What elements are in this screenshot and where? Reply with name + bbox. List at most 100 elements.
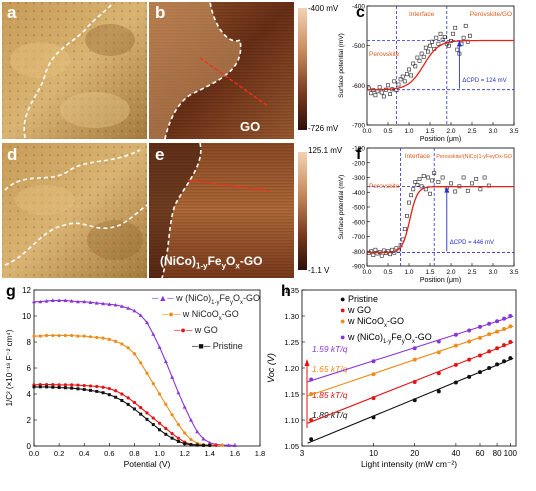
- legend-h-item-3: ● w NiCoOx-GO: [340, 316, 404, 329]
- line-profile-e: [187, 179, 271, 192]
- data-point: [467, 328, 472, 333]
- x-axis-label: Light intensity (mW cm⁻²): [361, 459, 457, 469]
- y-tick-label: 1.10: [284, 416, 299, 425]
- x-tick-label: 0.5: [383, 128, 392, 135]
- data-point: [428, 43, 432, 48]
- data-point: [132, 352, 137, 356]
- data-point: [176, 439, 180, 443]
- data-point: [32, 299, 36, 304]
- data-point: [63, 386, 67, 390]
- data-point: [402, 79, 407, 84]
- data-point: [477, 370, 482, 375]
- data-point: [371, 372, 376, 377]
- data-point: [69, 299, 74, 303]
- data-point: [432, 171, 437, 175]
- data-point: [440, 175, 445, 180]
- x-tick-label: 1.5: [425, 269, 434, 276]
- data-point: [470, 181, 474, 186]
- data-point: [88, 335, 93, 339]
- data-point: [428, 191, 432, 196]
- data-point: [76, 334, 80, 338]
- data-point: [495, 346, 500, 351]
- data-point: [508, 356, 513, 361]
- data-point: [226, 443, 231, 447]
- data-point: [63, 298, 68, 302]
- y-tick-label: 12: [22, 286, 31, 295]
- x-tick-label: 100: [504, 449, 518, 458]
- data-point: [208, 443, 212, 447]
- data-point: [82, 383, 86, 388]
- data-point: [407, 200, 411, 205]
- data-point: [415, 182, 420, 187]
- data-point: [89, 388, 92, 392]
- data-point: [101, 385, 105, 389]
- data-point: [95, 335, 99, 340]
- data-point: [182, 405, 187, 409]
- data-point: [145, 417, 149, 421]
- data-point: [495, 319, 500, 324]
- data-point: [232, 443, 237, 447]
- y-tick-label: -700: [352, 234, 365, 241]
- data-point: [419, 51, 424, 56]
- data-point: [373, 247, 378, 252]
- x-tick-label: 1.0: [404, 128, 413, 135]
- y-tick-label: -500: [352, 43, 365, 50]
- data-point: [467, 33, 472, 38]
- data-point: [309, 392, 314, 396]
- y-tick-label: -900: [352, 264, 365, 271]
- data-point: [114, 339, 118, 343]
- y-tick-label: -500: [352, 205, 365, 212]
- data-point: [70, 333, 74, 338]
- data-point: [477, 324, 482, 329]
- data-point: [453, 343, 458, 348]
- panel-label-f: f: [356, 146, 362, 163]
- colorbar-bottom-max: 125.1 mV: [308, 146, 343, 155]
- data-point: [76, 387, 80, 391]
- y-tick-label: 0: [27, 442, 32, 451]
- data-point: [101, 391, 105, 395]
- panel-label-c: c: [356, 4, 365, 21]
- data-point: [425, 175, 430, 180]
- data-point: [436, 41, 441, 46]
- plot-frame: [366, 5, 515, 126]
- x-tick-label: 0.0: [362, 128, 371, 135]
- legend-h-item-4: ● w (NiCo)1-yFeyOx-GO: [340, 331, 432, 345]
- slope-label: 1.85 kT/q: [312, 390, 348, 400]
- y-tick-label: 1.35: [284, 286, 299, 295]
- data-point: [474, 177, 479, 181]
- slope-label: 1.65 kT/q: [312, 364, 348, 374]
- data-point: [126, 402, 130, 406]
- data-point: [44, 299, 49, 303]
- x-tick-label: 1.6: [230, 449, 240, 458]
- data-point: [404, 72, 409, 77]
- data-point: [309, 418, 314, 422]
- data-point: [463, 23, 468, 28]
- panel-label-d: d: [7, 145, 18, 164]
- data-point: [487, 349, 492, 354]
- data-point: [419, 184, 424, 189]
- data-point: [409, 193, 414, 198]
- data-point: [413, 180, 418, 184]
- data-point: [38, 385, 42, 389]
- data-point: [495, 362, 500, 367]
- data-point: [164, 426, 168, 431]
- data-point: [139, 361, 143, 365]
- colorbar-top: [298, 8, 307, 130]
- data-point: [189, 437, 193, 442]
- data-point: [453, 189, 458, 194]
- data-point: [120, 342, 124, 346]
- data-point: [455, 47, 460, 52]
- y-axis-label: Surface potential (mV): [338, 175, 345, 240]
- slope-label: 1.59 kT/q: [312, 344, 348, 354]
- data-point: [477, 353, 482, 358]
- label-go: GO: [240, 119, 261, 134]
- data-point: [151, 423, 155, 427]
- data-point: [371, 396, 376, 401]
- colorbar-top-max: -400 mV: [308, 4, 339, 13]
- data-point: [101, 301, 106, 306]
- data-point: [170, 375, 175, 379]
- y-tick-label: -200: [352, 160, 365, 167]
- data-point: [183, 431, 187, 435]
